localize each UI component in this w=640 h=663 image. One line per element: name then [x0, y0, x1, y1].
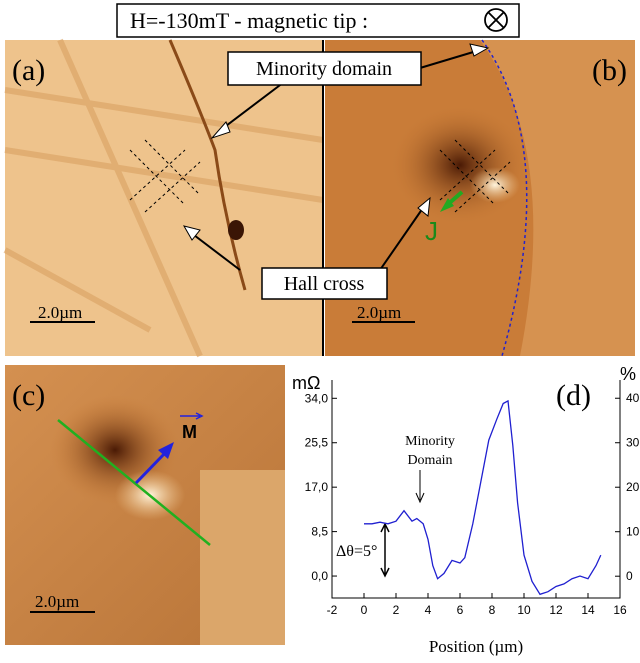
x-tick-label: 14 — [581, 603, 595, 617]
annotation-arrow — [415, 470, 425, 504]
vector-label: J — [425, 216, 438, 246]
chart-d: 0,0 8,5 17,0 25,5 34,0 0 10 20 30 40 -2 0 2 4 6 8 10 12 14… — [305, 380, 640, 617]
x-tick-label: 8 — [489, 603, 496, 617]
x-axis-label: Position (µm) — [429, 637, 523, 656]
x-tick-label: -2 — [327, 603, 338, 617]
callout-lines — [189, 49, 481, 271]
data-line — [364, 399, 602, 596]
callout-box — [261, 267, 388, 300]
magnetization-arrow — [134, 450, 168, 485]
domain-region — [480, 40, 635, 356]
y2-axis-label: % — [620, 364, 636, 384]
y2-tick-label: 30 — [626, 436, 640, 450]
vector-arrow — [180, 412, 204, 420]
title-box — [116, 3, 520, 38]
dark-spot — [228, 220, 244, 240]
x-tick-label: 12 — [549, 603, 563, 617]
into-page-symbol — [484, 8, 508, 32]
annotation: Domain — [407, 453, 452, 468]
y2-tick-label: 10 — [626, 525, 640, 539]
y-tick-label: 8,5 — [311, 525, 328, 539]
hall-cross-outline — [129, 139, 201, 213]
scale-bar-label: 2.0µm — [38, 303, 82, 322]
delta-label: Δθ=5° — [336, 543, 377, 560]
vector-label: M — [182, 422, 197, 442]
into-page-cross — [487, 11, 505, 29]
callout-box — [227, 51, 422, 86]
domain-wall — [168, 39, 247, 291]
current-arrow-head — [440, 198, 454, 212]
texture — [3, 38, 324, 358]
delta-arrow — [380, 522, 390, 578]
scale-bar-label: 2.0µm — [35, 592, 79, 611]
x-tick-label: 2 — [393, 603, 400, 617]
figure-title: H=-130mT - magnetic tip : — [130, 8, 368, 33]
axis-frame — [331, 380, 621, 599]
y2-tick-label: 0 — [626, 569, 633, 583]
annotation: Minority — [405, 434, 455, 449]
panel-label: (a) — [12, 54, 45, 87]
y-tick-label: 34,0 — [305, 391, 329, 405]
domain-region — [200, 470, 285, 645]
x-tick-label: 10 — [517, 603, 531, 617]
y-axis-label: mΩ — [292, 373, 320, 393]
profile-line — [57, 419, 211, 546]
callout-label: Minority domain — [256, 58, 392, 80]
magnetization-arrow-head — [158, 442, 174, 459]
y-tick-label: 17,0 — [305, 480, 329, 494]
y-tick-label: 0,0 — [311, 569, 328, 583]
panel-label: (d) — [556, 379, 591, 412]
x-tick-label: 6 — [457, 603, 464, 617]
hall-cross-outline — [439, 139, 511, 213]
panel-label: (b) — [592, 54, 627, 87]
callout-arrowheads — [182, 43, 490, 241]
y2-tick-label: 20 — [626, 480, 640, 494]
x-tick-label: 16 — [613, 603, 627, 617]
bright-spot — [470, 167, 520, 203]
x-tick-label: 4 — [425, 603, 432, 617]
x-tick-label: 0 — [361, 603, 368, 617]
y2-tick-label: 40 — [626, 391, 640, 405]
callout-label: Hall cross — [284, 273, 365, 295]
y-tick-label: 25,5 — [305, 436, 329, 450]
panel-label: (c) — [12, 379, 45, 412]
scale-bar-label: 2.0µm — [357, 303, 401, 322]
